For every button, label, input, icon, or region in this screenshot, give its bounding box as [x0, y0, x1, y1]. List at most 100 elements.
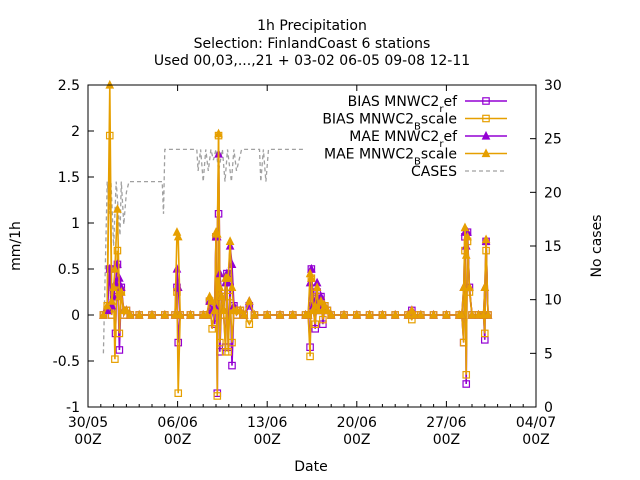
x-axis-label: Date — [294, 459, 327, 475]
data-point — [227, 282, 237, 292]
data-point — [225, 236, 235, 246]
legend-label: MAE MNWC2ref — [349, 129, 458, 150]
data-point — [122, 305, 131, 315]
data-point — [212, 228, 222, 238]
data-point — [245, 320, 254, 329]
data-point — [474, 309, 483, 319]
chart-title: 1h Precipitation Selection: FinlandCoast… — [154, 18, 470, 69]
data-point — [319, 320, 327, 329]
data-point — [175, 309, 185, 319]
data-point — [275, 309, 285, 319]
data-point — [390, 309, 400, 319]
data-point — [107, 311, 116, 319]
data-point — [160, 309, 170, 319]
x-tick-label-hour: 00Z — [253, 432, 280, 448]
y-tick-label: 0.5 — [58, 262, 80, 278]
data-point — [461, 250, 471, 259]
data-point — [481, 234, 491, 244]
series-mae-mnwc2-bscale — [99, 79, 493, 319]
data-point — [213, 392, 222, 400]
data-point — [416, 309, 426, 319]
data-point — [147, 309, 157, 319]
y2-tick-label: 0 — [544, 400, 553, 416]
data-point — [312, 282, 322, 292]
data-point — [481, 329, 489, 338]
y-tick-label: 0 — [71, 308, 80, 324]
data-point — [216, 338, 224, 347]
legend-entry: BIAS MNWC2Bscale — [322, 112, 507, 133]
legend-entry: BIAS MNWC2ref — [348, 94, 507, 115]
data-point — [223, 273, 233, 282]
data-point — [116, 286, 126, 296]
data-point — [107, 296, 117, 305]
data-point — [482, 97, 490, 105]
series-bias-mnwc2-ref — [99, 210, 492, 398]
data-point — [115, 291, 124, 301]
legend-label: BIAS MNWC2Bscale — [322, 112, 457, 133]
legend-label: CASES — [411, 164, 457, 180]
data-point — [174, 389, 183, 398]
title-line-1: 1h Precipitation — [257, 18, 367, 34]
data-point — [109, 282, 118, 292]
data-point — [429, 309, 438, 319]
legend-entry: CASES — [411, 164, 507, 180]
data-point — [460, 222, 470, 232]
data-point — [173, 231, 183, 241]
data-point — [352, 309, 362, 319]
x-tick-label: 04/07 — [516, 415, 556, 431]
series-line — [102, 148, 306, 354]
data-point — [288, 309, 298, 319]
data-point — [481, 148, 491, 158]
x-tick-label: 30/05 — [68, 415, 108, 431]
data-point — [235, 305, 245, 315]
plot-frame — [87, 84, 537, 408]
data-point — [303, 309, 313, 319]
data-point — [378, 309, 387, 319]
data-point — [326, 309, 336, 319]
data-point — [311, 320, 320, 329]
series-layer — [99, 79, 493, 400]
data-point — [308, 305, 318, 315]
data-point — [457, 309, 467, 319]
data-point — [319, 315, 327, 324]
y2-tick-label: 30 — [544, 78, 562, 94]
series-cases — [102, 148, 306, 354]
data-point — [228, 361, 236, 370]
data-point — [239, 309, 249, 319]
x-tick-label-hour: 00Z — [343, 432, 370, 448]
data-point — [463, 231, 472, 241]
data-point — [307, 273, 316, 282]
y2-tick-label: 25 — [544, 132, 562, 148]
title-line-2: Selection: FinlandCoast 6 stations — [194, 36, 431, 52]
data-point — [224, 348, 232, 356]
y-tick-label: -0.5 — [53, 354, 80, 370]
data-point — [111, 355, 119, 363]
data-point — [115, 346, 124, 354]
data-point — [459, 282, 469, 292]
data-point — [410, 309, 419, 319]
data-point — [186, 309, 195, 319]
x-tick-label: 06/06 — [157, 415, 197, 431]
data-point — [202, 309, 212, 319]
data-point — [365, 309, 374, 319]
data-point — [217, 291, 227, 301]
data-point — [99, 309, 108, 319]
data-point — [113, 204, 122, 213]
data-point — [227, 259, 237, 269]
y2-tick-label: 15 — [544, 239, 562, 255]
data-point — [480, 282, 490, 292]
legend-entry: MAE MNWC2Bscale — [324, 147, 507, 168]
data-point — [467, 309, 477, 319]
data-point — [244, 296, 254, 305]
data-point — [442, 309, 451, 319]
series-line — [102, 213, 489, 394]
y2-tick-label: 5 — [544, 346, 553, 362]
y-tick-label: 2 — [71, 124, 80, 140]
x-tick-label-hour: 00Z — [522, 432, 549, 448]
title-line-3: Used 00,03,...,21 + 03-02 06-05 09-08 12… — [154, 53, 470, 69]
axes: -1-0.500.511.522.505101520253030/0500Z06… — [53, 78, 562, 448]
data-point — [170, 309, 180, 319]
legend-label: MAE MNWC2Bscale — [324, 147, 457, 168]
data-point — [306, 352, 314, 361]
data-point — [113, 246, 122, 255]
